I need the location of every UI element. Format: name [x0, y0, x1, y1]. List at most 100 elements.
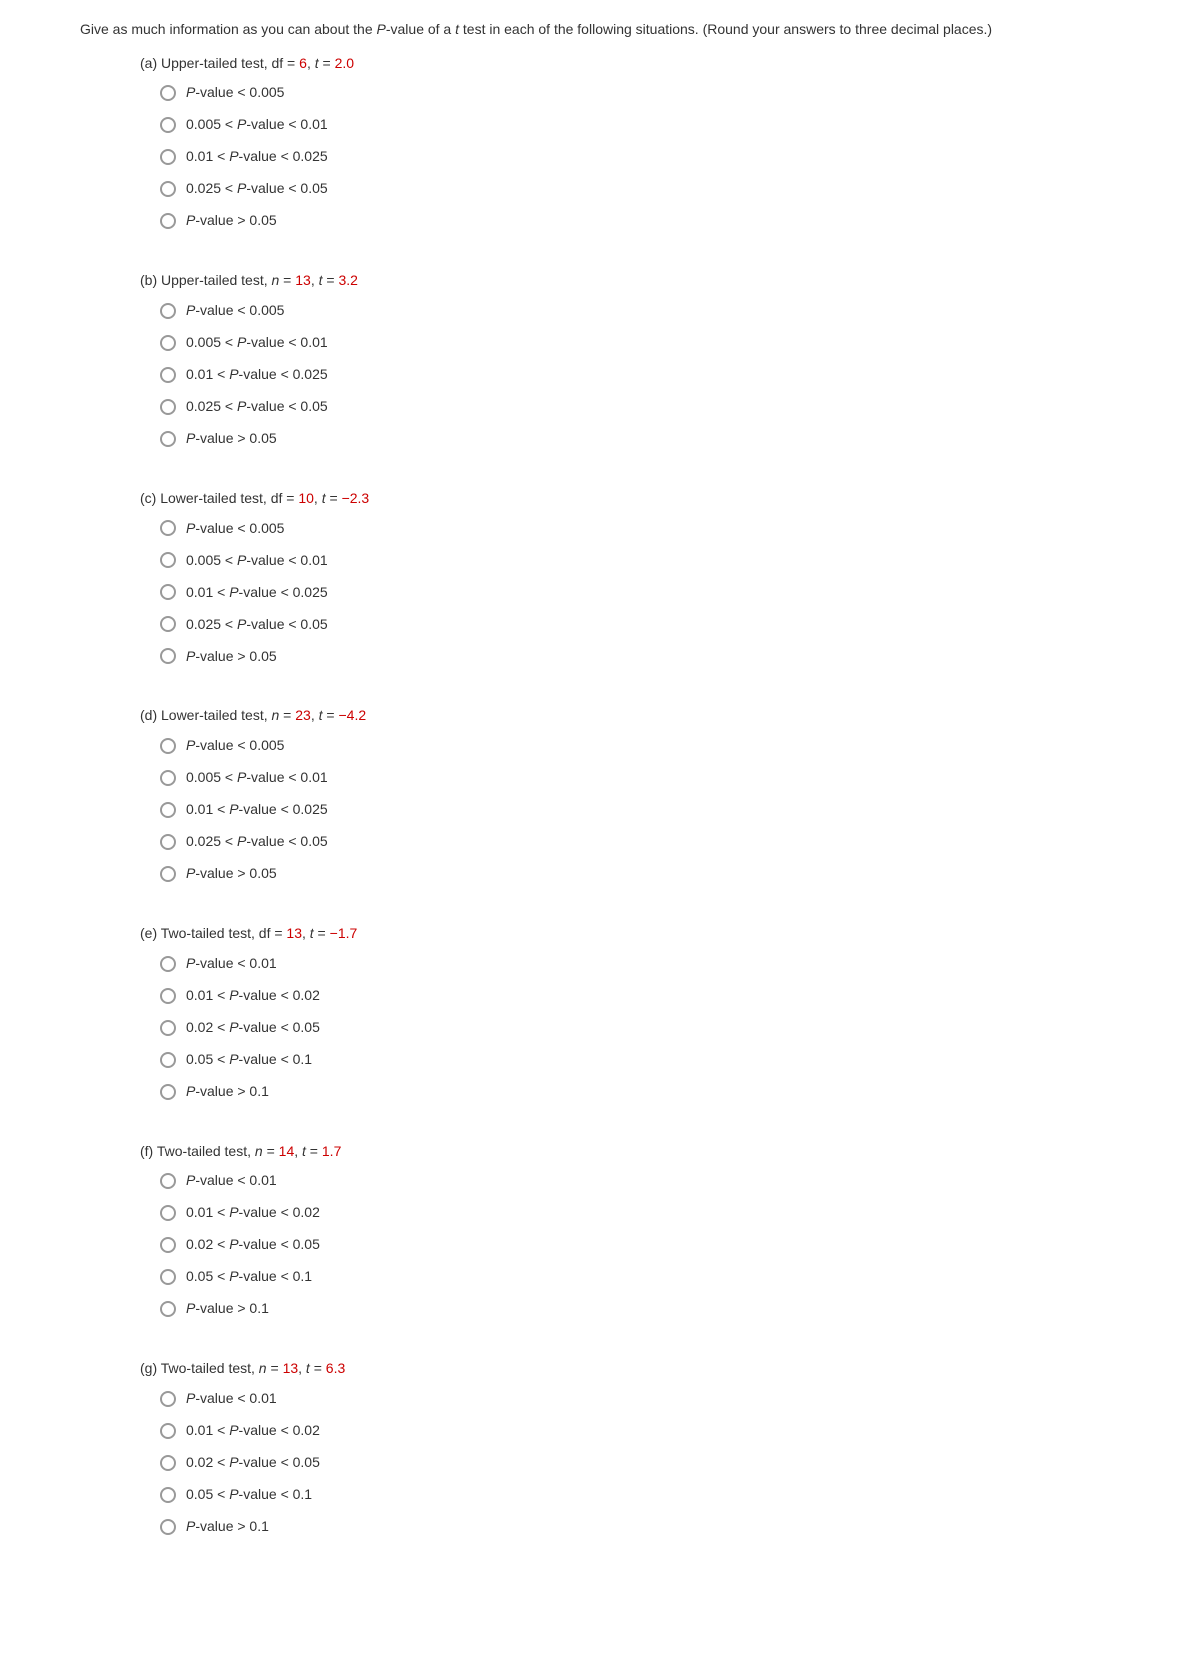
radio-icon[interactable]: [160, 520, 176, 536]
radio-icon[interactable]: [160, 1423, 176, 1439]
radio-icon[interactable]: [160, 181, 176, 197]
option-row[interactable]: P-value > 0.1: [160, 1076, 1120, 1108]
radio-icon[interactable]: [160, 1301, 176, 1317]
option-label: 0.005 < P-value < 0.01: [186, 551, 328, 571]
option-label: 0.025 < P-value < 0.05: [186, 397, 328, 417]
radio-icon[interactable]: [160, 1237, 176, 1253]
option-label: 0.01 < P-value < 0.025: [186, 147, 328, 167]
option-row[interactable]: 0.025 < P-value < 0.05: [160, 391, 1120, 423]
option-row[interactable]: P-value > 0.05: [160, 640, 1120, 672]
option-row[interactable]: P-value > 0.1: [160, 1511, 1120, 1543]
option-label: 0.05 < P-value < 0.1: [186, 1050, 312, 1070]
option-row[interactable]: 0.05 < P-value < 0.1: [160, 1261, 1120, 1293]
intro-pre: Give as much information as you can abou…: [80, 21, 377, 37]
question-prompt: (a) Upper-tailed test, df = 6, t = 2.0: [140, 54, 1120, 74]
radio-icon[interactable]: [160, 1052, 176, 1068]
radio-icon[interactable]: [160, 1084, 176, 1100]
radio-icon[interactable]: [160, 988, 176, 1004]
option-row[interactable]: P-value < 0.005: [160, 730, 1120, 762]
option-row[interactable]: 0.01 < P-value < 0.025: [160, 141, 1120, 173]
radio-icon[interactable]: [160, 1455, 176, 1471]
option-label: P-value < 0.01: [186, 1171, 277, 1191]
intro-mid2: test in each of the following situations…: [459, 21, 992, 37]
option-row[interactable]: 0.01 < P-value < 0.02: [160, 1415, 1120, 1447]
radio-icon[interactable]: [160, 149, 176, 165]
option-row[interactable]: 0.01 < P-value < 0.02: [160, 1197, 1120, 1229]
option-row[interactable]: 0.025 < P-value < 0.05: [160, 608, 1120, 640]
option-label: 0.02 < P-value < 0.05: [186, 1018, 320, 1038]
radio-icon[interactable]: [160, 1487, 176, 1503]
option-row[interactable]: P-value < 0.005: [160, 295, 1120, 327]
option-row[interactable]: P-value > 0.1: [160, 1293, 1120, 1325]
option-row[interactable]: 0.005 < P-value < 0.01: [160, 109, 1120, 141]
option-row[interactable]: P-value < 0.005: [160, 77, 1120, 109]
option-label: P-value > 0.1: [186, 1299, 269, 1319]
radio-icon[interactable]: [160, 367, 176, 383]
radio-icon[interactable]: [160, 648, 176, 664]
option-label: 0.025 < P-value < 0.05: [186, 832, 328, 852]
option-label: P-value < 0.005: [186, 519, 284, 539]
question-block: (a) Upper-tailed test, df = 6, t = 2.0 P-…: [140, 54, 1120, 238]
option-row[interactable]: 0.01 < P-value < 0.025: [160, 794, 1120, 826]
option-label: P-value > 0.05: [186, 429, 277, 449]
option-label: 0.02 < P-value < 0.05: [186, 1235, 320, 1255]
option-row[interactable]: P-value > 0.05: [160, 423, 1120, 455]
question-prompt: (b) Upper-tailed test, n = 13, t = 3.2: [140, 271, 1120, 291]
radio-icon[interactable]: [160, 834, 176, 850]
radio-icon[interactable]: [160, 303, 176, 319]
radio-icon[interactable]: [160, 1020, 176, 1036]
radio-icon[interactable]: [160, 552, 176, 568]
radio-icon[interactable]: [160, 213, 176, 229]
option-row[interactable]: 0.01 < P-value < 0.025: [160, 359, 1120, 391]
option-label: P-value < 0.01: [186, 954, 277, 974]
radio-icon[interactable]: [160, 956, 176, 972]
option-row[interactable]: P-value < 0.005: [160, 512, 1120, 544]
option-label: 0.01 < P-value < 0.02: [186, 1421, 320, 1441]
radio-icon[interactable]: [160, 1519, 176, 1535]
radio-icon[interactable]: [160, 584, 176, 600]
option-row[interactable]: 0.05 < P-value < 0.1: [160, 1479, 1120, 1511]
option-label: P-value > 0.1: [186, 1517, 269, 1537]
option-row[interactable]: P-value < 0.01: [160, 1383, 1120, 1415]
option-row[interactable]: 0.02 < P-value < 0.05: [160, 1012, 1120, 1044]
radio-icon[interactable]: [160, 1205, 176, 1221]
radio-icon[interactable]: [160, 1269, 176, 1285]
option-row[interactable]: 0.01 < P-value < 0.02: [160, 980, 1120, 1012]
radio-icon[interactable]: [160, 399, 176, 415]
option-row[interactable]: 0.02 < P-value < 0.05: [160, 1229, 1120, 1261]
option-row[interactable]: 0.025 < P-value < 0.05: [160, 173, 1120, 205]
radio-icon[interactable]: [160, 770, 176, 786]
option-label: P-value > 0.1: [186, 1082, 269, 1102]
question-block: (f) Two-tailed test, n = 14, t = 1.7P-va…: [140, 1142, 1120, 1326]
option-row[interactable]: 0.02 < P-value < 0.05: [160, 1447, 1120, 1479]
option-row[interactable]: 0.025 < P-value < 0.05: [160, 826, 1120, 858]
radio-icon[interactable]: [160, 431, 176, 447]
radio-icon[interactable]: [160, 866, 176, 882]
radio-icon[interactable]: [160, 1391, 176, 1407]
option-row[interactable]: 0.005 < P-value < 0.01: [160, 327, 1120, 359]
option-row[interactable]: 0.05 < P-value < 0.1: [160, 1044, 1120, 1076]
option-label: P-value > 0.05: [186, 647, 277, 667]
radio-icon[interactable]: [160, 335, 176, 351]
radio-icon[interactable]: [160, 85, 176, 101]
question-prompt: (g) Two-tailed test, n = 13, t = 6.3: [140, 1359, 1120, 1379]
radio-icon[interactable]: [160, 802, 176, 818]
radio-icon[interactable]: [160, 738, 176, 754]
option-label: 0.005 < P-value < 0.01: [186, 333, 328, 353]
radio-icon[interactable]: [160, 1173, 176, 1189]
option-row[interactable]: 0.01 < P-value < 0.025: [160, 576, 1120, 608]
option-label: 0.01 < P-value < 0.025: [186, 365, 328, 385]
option-row[interactable]: 0.005 < P-value < 0.01: [160, 762, 1120, 794]
option-row[interactable]: P-value > 0.05: [160, 858, 1120, 890]
option-row[interactable]: 0.005 < P-value < 0.01: [160, 544, 1120, 576]
question-prompt: (d) Lower-tailed test, n = 23, t = −4.2: [140, 706, 1120, 726]
radio-icon[interactable]: [160, 117, 176, 133]
question-intro: Give as much information as you can abou…: [80, 20, 1120, 40]
radio-icon[interactable]: [160, 616, 176, 632]
intro-mid1: -value of a: [386, 21, 455, 37]
option-row[interactable]: P-value < 0.01: [160, 948, 1120, 980]
option-label: 0.02 < P-value < 0.05: [186, 1453, 320, 1473]
option-row[interactable]: P-value < 0.01: [160, 1165, 1120, 1197]
option-row[interactable]: P-value > 0.05: [160, 205, 1120, 237]
question-block: (c) Lower-tailed test, df = 10, t = −2.3…: [140, 489, 1120, 673]
